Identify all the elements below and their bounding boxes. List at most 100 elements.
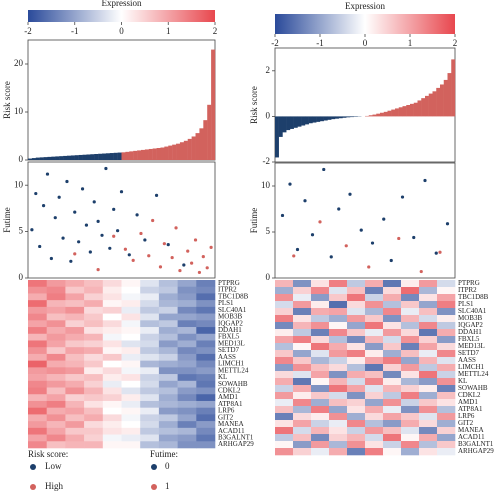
- futime-point: [131, 258, 135, 262]
- futime-point: [292, 254, 296, 258]
- heatmap-cell: [65, 320, 85, 328]
- risk-bar: [421, 98, 426, 117]
- futime-point: [174, 226, 178, 230]
- risk-bar: [195, 133, 200, 160]
- risk-bar: [436, 87, 441, 117]
- heatmap-cell: [401, 315, 420, 323]
- heatmap-cell: [158, 441, 178, 449]
- heatmap-cell: [329, 329, 348, 337]
- risk-bar: [275, 116, 279, 158]
- heatmap-cell: [419, 329, 438, 337]
- futime-point: [96, 268, 100, 272]
- futime-point: [53, 216, 57, 220]
- risk-bar: [121, 152, 126, 160]
- gene-label: DDAH1: [218, 326, 242, 334]
- risk-bar: [172, 144, 177, 160]
- heatmap-cell: [437, 385, 456, 393]
- heatmap-cell: [177, 387, 197, 395]
- risk-bar: [290, 116, 294, 129]
- heatmap-cell: [177, 320, 197, 328]
- heatmap-cell: [177, 421, 197, 429]
- heatmap-cell: [158, 434, 178, 442]
- heatmap-cell: [158, 400, 178, 408]
- futime-point: [77, 240, 81, 244]
- futime-point: [382, 217, 386, 221]
- heatmap-cell: [329, 315, 348, 323]
- heatmap-cell: [158, 407, 178, 415]
- heatmap-cell: [102, 414, 122, 422]
- heatmap-cell: [46, 434, 66, 442]
- risk-bar: [35, 157, 40, 160]
- heatmap-cell: [419, 336, 438, 344]
- colorbar-tick-label: -2: [271, 38, 279, 48]
- heatmap-cell: [383, 392, 402, 400]
- heatmap-cell: [401, 294, 420, 302]
- y-tick-label: 0: [19, 154, 24, 164]
- gene-label: ACAD11: [458, 433, 485, 441]
- heatmap-cell: [46, 306, 66, 314]
- heatmap-cell: [158, 394, 178, 402]
- heatmap-cell: [177, 327, 197, 335]
- heatmap-cell: [437, 322, 456, 330]
- heatmap-cell: [102, 441, 122, 449]
- heatmap-cell: [140, 441, 160, 449]
- heatmap-cell: [121, 367, 141, 375]
- heatmap-cell: [177, 380, 197, 388]
- risk-bar: [443, 79, 448, 117]
- heatmap-cell: [311, 413, 330, 421]
- heatmap-cell: [177, 300, 197, 308]
- risk-bar: [346, 116, 351, 118]
- heatmap-cell: [177, 306, 197, 314]
- heatmap-cell: [293, 427, 312, 435]
- heatmap-cell: [293, 441, 312, 449]
- heatmap-cell: [401, 392, 420, 400]
- heatmap-cell: [365, 357, 384, 365]
- futime-point: [322, 167, 326, 172]
- heatmap-cell: [196, 353, 216, 361]
- y-tick-label: 2: [266, 65, 271, 75]
- gene-label: MANEA: [458, 426, 484, 434]
- colorbar-tick-label: 0: [363, 38, 368, 48]
- risk-bar: [82, 154, 87, 160]
- risk-bar: [312, 116, 317, 123]
- heatmap-cell: [383, 420, 402, 428]
- risk-bar: [55, 156, 60, 160]
- heatmap-cell: [437, 315, 456, 323]
- colorbar-tick-label: 0: [119, 26, 124, 36]
- risk-bar: [63, 155, 68, 160]
- heatmap-cell: [329, 434, 348, 442]
- heatmap-cell: [383, 385, 402, 393]
- heatmap-cell: [65, 434, 85, 442]
- heatmap-cell: [158, 327, 178, 335]
- heatmap-cell: [311, 322, 330, 330]
- heatmap-cell: [65, 300, 85, 308]
- heatmap-cell: [84, 360, 104, 368]
- heatmap-cell: [28, 407, 47, 415]
- heatmap-cell: [437, 399, 456, 407]
- heatmap-cell: [365, 294, 384, 302]
- heatmap-cell: [28, 367, 47, 375]
- heatmap-cell: [158, 414, 178, 422]
- heatmap-cell: [28, 286, 47, 294]
- gene-label: SLC40A1: [458, 307, 487, 315]
- risk-bar: [191, 136, 196, 160]
- heatmap-cell: [84, 280, 104, 288]
- heatmap-cell: [28, 306, 47, 314]
- heatmap-cell: [121, 374, 141, 382]
- heatmap-cell: [347, 329, 366, 337]
- futime-point: [419, 269, 423, 274]
- risk-bar: [440, 84, 444, 117]
- futime-point: [80, 187, 85, 191]
- heatmap-cell: [196, 380, 216, 388]
- risk-bar: [66, 155, 72, 160]
- heatmap-cell: [140, 280, 160, 288]
- risk-bar: [211, 49, 216, 160]
- heatmap-cell: [293, 434, 312, 442]
- heatmap-cell: [419, 322, 438, 330]
- risk-bar: [451, 59, 456, 117]
- heatmap-cell: [311, 427, 330, 435]
- heatmap-cell: [437, 336, 456, 344]
- heatmap-cell: [365, 420, 384, 428]
- heatmap-cell: [121, 441, 141, 449]
- heatmap-cell: [275, 434, 294, 442]
